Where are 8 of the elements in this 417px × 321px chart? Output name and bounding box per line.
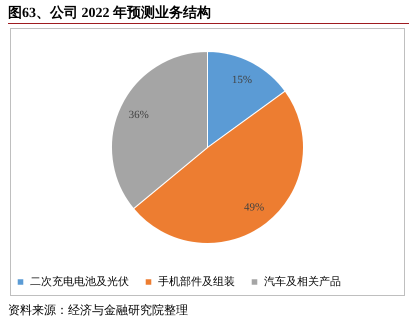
data-label: 36% bbox=[128, 109, 149, 122]
text: 资料来源：经济与金融研究院整理 bbox=[8, 302, 188, 319]
data-label: 15% bbox=[232, 74, 252, 86]
legend-label: 汽车及相关产品 bbox=[264, 274, 341, 288]
legend-label: 手机部件及组装 bbox=[158, 274, 235, 288]
data-label: 49% bbox=[244, 202, 264, 214]
legend-label: 二次充电电池及光伏 bbox=[30, 274, 129, 288]
chart-title: 图63、公司 2022 年预测业务结构 bbox=[8, 4, 211, 22]
